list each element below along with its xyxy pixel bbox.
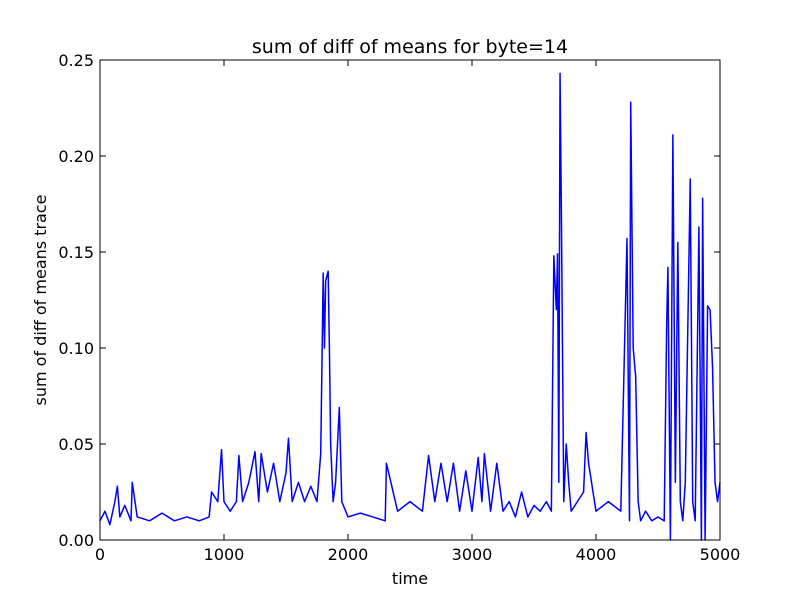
y-tick-label: 0.20 xyxy=(58,147,94,166)
x-tick-label: 4000 xyxy=(576,545,617,564)
x-tick-label: 3000 xyxy=(452,545,493,564)
x-tick-label: 2000 xyxy=(328,545,369,564)
series-layer xyxy=(99,72,721,541)
y-tick-label: 0.15 xyxy=(58,243,94,262)
series-line-0 xyxy=(99,72,721,541)
x-tick-label: 0 xyxy=(95,545,105,564)
y-axis-label: sum of diff of means trace xyxy=(31,195,50,406)
plot-area xyxy=(100,60,720,540)
x-tick-label: 1000 xyxy=(204,545,245,564)
y-tick-label: 0.10 xyxy=(58,339,94,358)
x-axis-label: time xyxy=(392,569,428,588)
x-tick-label: 5000 xyxy=(700,545,741,564)
plot-frame xyxy=(99,59,721,541)
y-tick-label: 0.05 xyxy=(58,435,94,454)
y-tick-label: 0.25 xyxy=(58,51,94,70)
chart-title: sum of diff of means for byte=14 xyxy=(252,36,568,58)
y-tick-label: 0.00 xyxy=(58,531,94,550)
